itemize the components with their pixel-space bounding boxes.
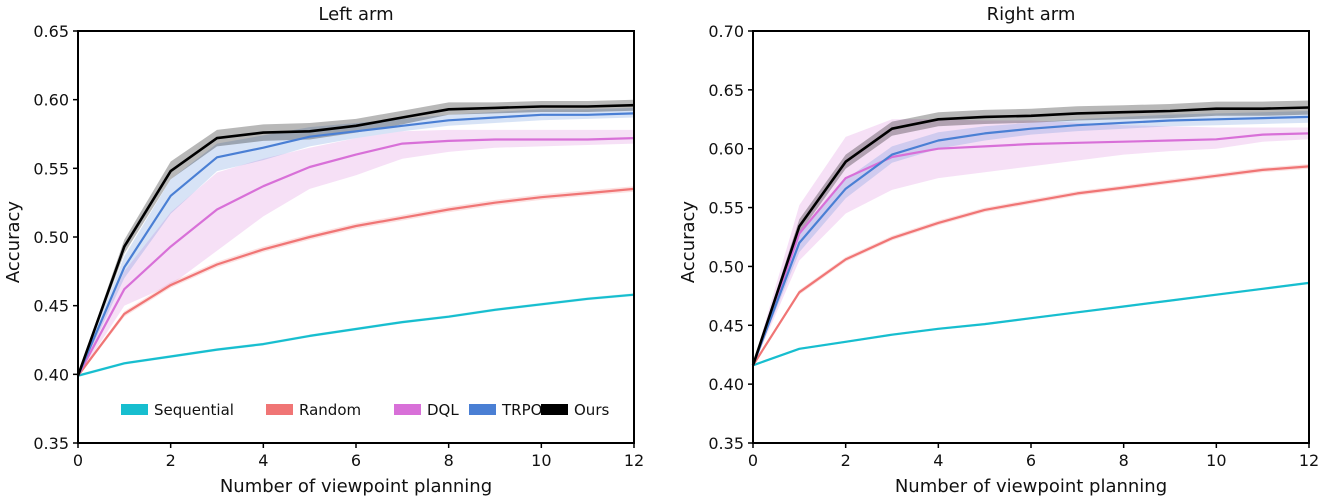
left-dql-line: [77, 137, 635, 377]
right-x-axis-label: Number of viewpoint planning: [895, 476, 1167, 497]
right-y-ticks: 0.35 0.40 0.45 0.50 0.55 0.60 0.65 0.70: [708, 22, 753, 453]
right-x-tick-label: 10: [1206, 451, 1226, 470]
legend-swatch-sequential: [121, 404, 148, 415]
left-confidence-bands: [78, 99, 634, 378]
left-chart-title: Left arm: [318, 4, 393, 25]
right-dql-line: [751, 132, 1310, 366]
left-random-line: [77, 187, 635, 377]
left-sequential-line: [77, 293, 635, 377]
left-random-band: [78, 186, 634, 378]
left-trpo-line: [76, 112, 635, 377]
legend-swatch-dql: [394, 404, 421, 415]
right-x-tick-label: 0: [748, 451, 758, 470]
left-x-tick-label: 2: [166, 451, 176, 470]
right-ours-line: [751, 106, 1310, 366]
legend-swatch-random: [266, 404, 293, 415]
right-x-tick-label: 6: [1026, 451, 1036, 470]
left-x-axis-label: Number of viewpoint planning: [220, 476, 492, 497]
left-ours-line: [76, 103, 635, 377]
left-dql-band: [78, 129, 634, 378]
right-chart-title: Right arm: [987, 4, 1076, 25]
left-y-tick-label: 0.65: [33, 22, 69, 41]
right-dql-band: [753, 119, 1309, 367]
left-x-tick-label: 8: [444, 451, 454, 470]
right-y-tick-label: 0.45: [708, 316, 744, 335]
right-x-tick-label: 8: [1119, 451, 1129, 470]
right-x-ticks: 0 2 4 6 8 10 12: [748, 443, 1319, 470]
right-y-axis-label: Accuracy: [678, 201, 699, 284]
left-y-tick-label: 0.60: [33, 91, 69, 110]
left-y-tick-label: 0.55: [33, 159, 69, 178]
legend-swatch-ours: [541, 404, 568, 415]
legend-label-dql: DQL: [427, 401, 459, 419]
left-y-tick-label: 0.45: [33, 297, 69, 316]
right-arm-chart: Right arm 0 2 4 6 8 10 12 0.35 0.40 0.45 0.50 0.55…: [678, 4, 1319, 497]
right-series-lines: [751, 106, 1310, 367]
left-x-tick-label: 0: [73, 451, 83, 470]
legend-label-random: Random: [299, 401, 361, 419]
right-sequential-line: [752, 281, 1310, 367]
left-x-tick-label: 12: [624, 451, 644, 470]
left-y-tick-label: 0.40: [33, 365, 69, 384]
legend-label-trpo: TRPO: [501, 401, 542, 419]
legend: Sequential Random DQL TRPO Ours: [121, 401, 609, 419]
right-x-tick-label: 4: [933, 451, 943, 470]
right-y-tick-label: 0.65: [708, 81, 744, 100]
left-y-tick-label: 0.35: [33, 434, 69, 453]
right-random-line: [752, 165, 1310, 366]
legend-label-ours: Ours: [574, 401, 609, 419]
left-x-ticks: 0 2 4 6 8 10 12: [73, 443, 644, 470]
right-y-tick-label: 0.70: [708, 22, 744, 41]
right-y-tick-label: 0.50: [708, 257, 744, 276]
left-y-axis-label: Accuracy: [3, 201, 24, 284]
left-arm-chart: Left arm 0 2 4 6 8 10 12 0.350.400.450.500.550…: [3, 4, 644, 497]
legend-label-sequential: Sequential: [154, 401, 234, 419]
right-x-tick-label: 2: [841, 451, 851, 470]
left-y-tick-label: 0.50: [33, 228, 69, 247]
left-x-tick-label: 6: [351, 451, 361, 470]
right-trpo-line: [751, 115, 1310, 366]
left-y-ticks: 0.35 0.40 0.45 0.50 0.55 0.60 0.65: [33, 22, 78, 453]
right-y-tick-label: 0.60: [708, 140, 744, 159]
left-series-lines: [76, 103, 635, 377]
right-y-tick-label: 0.35: [708, 434, 744, 453]
legend-swatch-trpo: [469, 404, 496, 415]
right-y-tick-label: 0.40: [708, 375, 744, 394]
left-x-tick-label: 10: [531, 451, 551, 470]
right-y-tick-label: 0.55: [708, 199, 744, 218]
right-x-tick-label: 12: [1299, 451, 1319, 470]
left-x-tick-label: 4: [258, 451, 268, 470]
